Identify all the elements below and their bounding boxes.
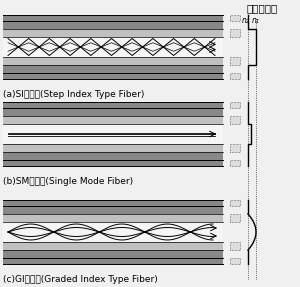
- Bar: [3, 242, 223, 250]
- Bar: [3, 144, 223, 152]
- Bar: [3, 152, 223, 160]
- FancyBboxPatch shape: [230, 160, 240, 166]
- Bar: [3, 206, 223, 214]
- Text: n₂: n₂: [242, 16, 250, 25]
- Bar: [3, 65, 223, 73]
- Text: (a)SI型光纖(Step Index Type Fiber): (a)SI型光纖(Step Index Type Fiber): [3, 90, 144, 99]
- Bar: [3, 116, 223, 124]
- FancyBboxPatch shape: [230, 200, 240, 206]
- Text: (b)SM型光纖(Single Mode Fiber): (b)SM型光纖(Single Mode Fiber): [3, 177, 133, 186]
- FancyBboxPatch shape: [230, 116, 240, 124]
- Bar: [3, 222, 223, 242]
- Text: (c)GI型光纖(Graded Index Type Fiber): (c)GI型光纖(Graded Index Type Fiber): [3, 275, 158, 284]
- Text: n₁: n₁: [252, 16, 260, 25]
- Bar: [3, 214, 223, 222]
- Bar: [3, 108, 223, 116]
- Text: 折射率分佈: 折射率分佈: [246, 3, 278, 13]
- Bar: [3, 250, 223, 258]
- Bar: [3, 102, 223, 108]
- FancyBboxPatch shape: [230, 15, 240, 21]
- FancyBboxPatch shape: [230, 29, 240, 37]
- FancyBboxPatch shape: [230, 57, 240, 65]
- Bar: [3, 29, 223, 37]
- Bar: [3, 200, 223, 206]
- FancyBboxPatch shape: [230, 214, 240, 222]
- FancyBboxPatch shape: [230, 144, 240, 152]
- Bar: [3, 57, 223, 65]
- FancyBboxPatch shape: [230, 102, 240, 108]
- FancyBboxPatch shape: [230, 73, 240, 79]
- Bar: [3, 37, 223, 57]
- Bar: [3, 15, 223, 21]
- Bar: [3, 21, 223, 29]
- Bar: [3, 160, 223, 166]
- FancyBboxPatch shape: [230, 258, 240, 264]
- Bar: [3, 73, 223, 79]
- Bar: [3, 124, 223, 144]
- Bar: [3, 258, 223, 264]
- FancyBboxPatch shape: [230, 242, 240, 250]
